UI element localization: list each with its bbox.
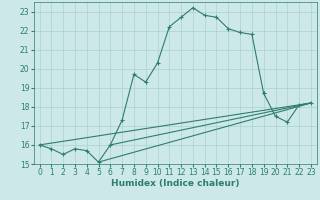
X-axis label: Humidex (Indice chaleur): Humidex (Indice chaleur) — [111, 179, 239, 188]
